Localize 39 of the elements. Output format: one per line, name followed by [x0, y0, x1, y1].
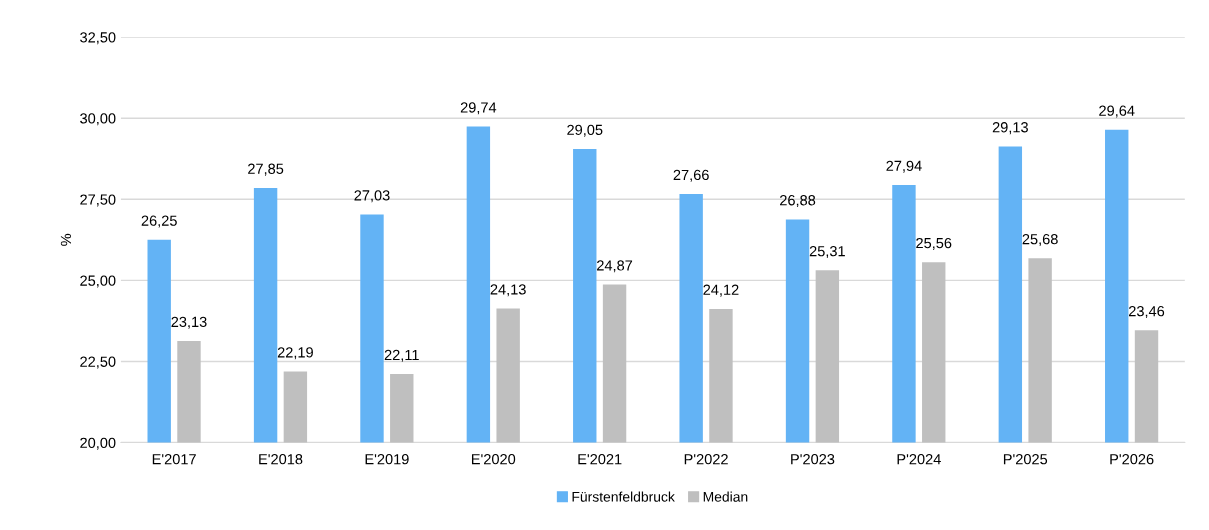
legend-label: Median [703, 491, 748, 502]
x-tick-label: E'2018 [259, 454, 303, 465]
data-label: 26,25 [141, 215, 177, 228]
data-label: 27,85 [248, 163, 284, 176]
data-label: 27,66 [673, 169, 709, 182]
x-tick-label: E'2019 [365, 454, 409, 465]
data-label: 29,74 [460, 102, 497, 115]
data-label: 23,46 [1129, 306, 1165, 319]
x-tick-label: P'2022 [684, 454, 728, 465]
x-tick-label: E'2020 [471, 454, 516, 465]
x-tick-label: E'2021 [578, 454, 622, 465]
data-label: 25,31 [809, 245, 845, 259]
data-label: 26,88 [780, 195, 816, 208]
data-label: 24,12 [703, 284, 739, 297]
data-label: 27,03 [354, 190, 390, 203]
y-tick-label: 30,00 [80, 113, 116, 126]
data-label: 22,11 [384, 349, 419, 362]
data-label: 29,05 [567, 124, 603, 137]
legend-label: Fürstenfeldbruck [572, 491, 675, 502]
data-label: 27,94 [886, 160, 922, 173]
y-tick-label: 32,50 [80, 32, 116, 45]
y-tick-label: 20,00 [80, 437, 116, 450]
data-label: 23,13 [171, 316, 207, 329]
data-label: 24,13 [490, 284, 526, 297]
data-label: 29,13 [992, 122, 1028, 135]
y-tick-label: 27,50 [80, 194, 116, 207]
y-tick-label: 22,50 [80, 356, 116, 369]
data-label: 25,68 [1022, 233, 1058, 247]
y-axis-title: % [60, 233, 72, 246]
data-label: 22,19 [277, 347, 313, 360]
x-tick-label: E'2017 [152, 454, 196, 465]
x-tick-label: P'2026 [1110, 454, 1154, 465]
data-label: 29,64 [1099, 105, 1135, 118]
y-tick-label: 25,00 [80, 275, 116, 288]
x-tick-label: P'2023 [791, 454, 835, 465]
data-label: 25,56 [916, 237, 952, 250]
x-tick-label: P'2025 [1003, 454, 1048, 465]
x-tick-label: P'2024 [897, 454, 941, 465]
data-label: 24,87 [597, 260, 633, 273]
